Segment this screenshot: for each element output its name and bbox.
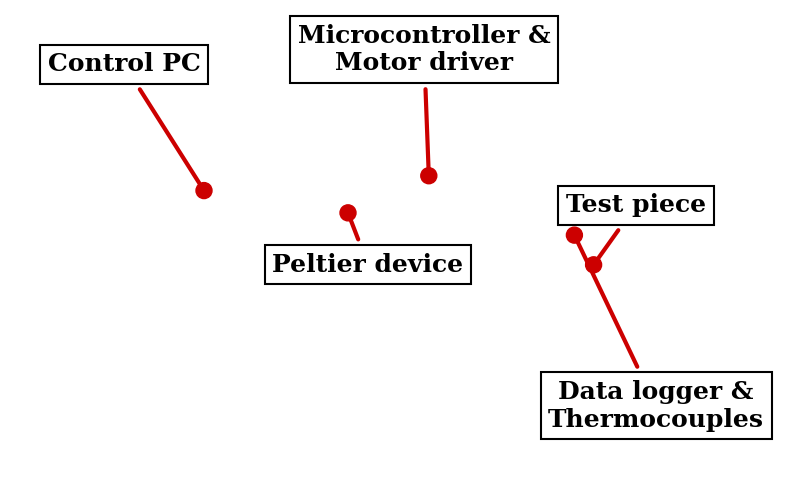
Circle shape (421, 168, 437, 184)
Circle shape (566, 227, 582, 243)
Text: Microcontroller &
Motor driver: Microcontroller & Motor driver (298, 24, 550, 176)
Text: Data logger &
Thermocouples: Data logger & Thermocouples (548, 235, 764, 432)
Text: Control PC: Control PC (47, 52, 204, 191)
Circle shape (196, 183, 212, 198)
Text: Test piece: Test piece (566, 194, 706, 265)
Circle shape (586, 257, 602, 273)
Circle shape (340, 205, 356, 221)
Text: Peltier device: Peltier device (273, 213, 463, 277)
